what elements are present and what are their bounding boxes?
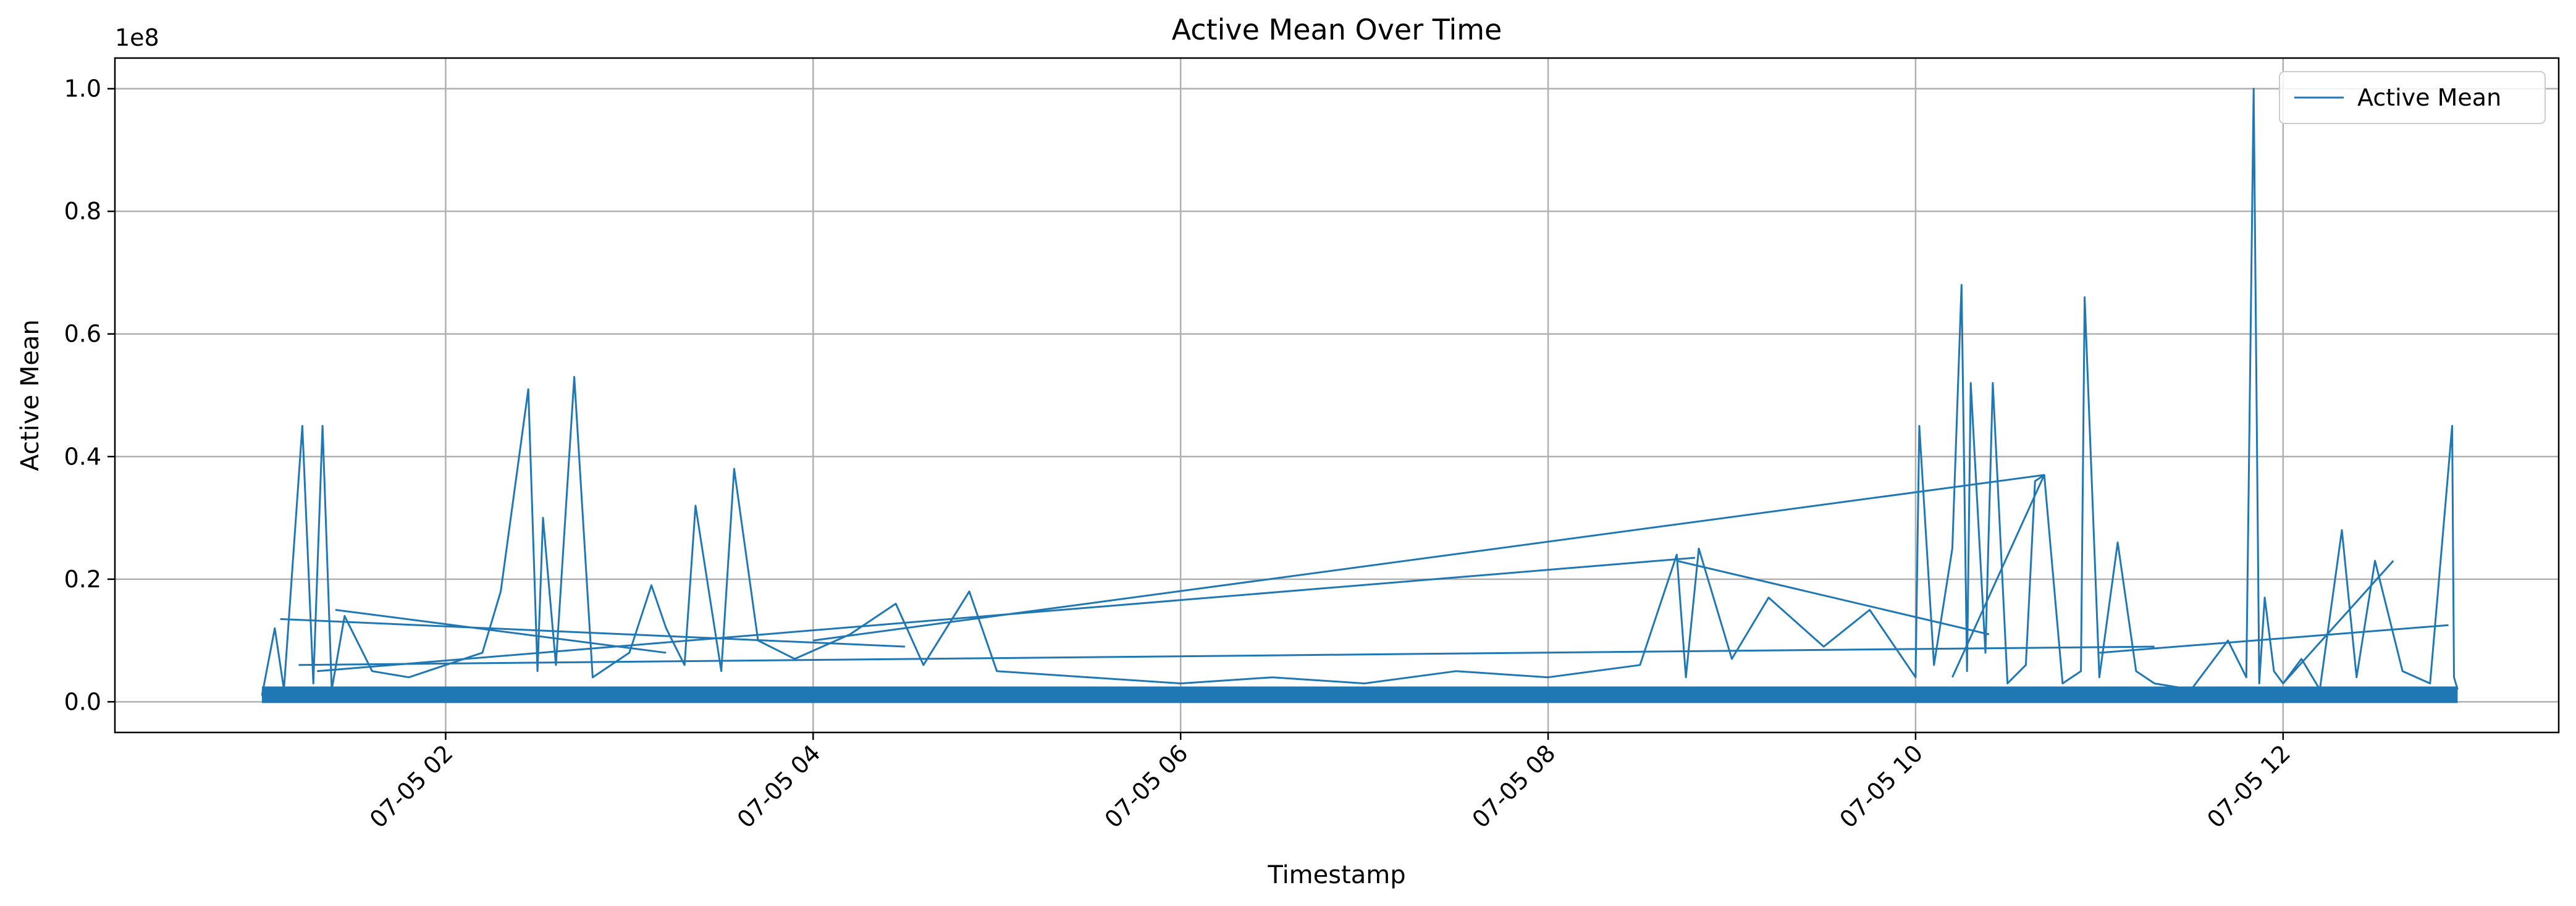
y-tick-label: 0.6 <box>64 321 101 348</box>
series-segment <box>1676 560 1990 635</box>
grid-lines <box>115 58 2559 732</box>
y-tick-label: 0.4 <box>64 443 101 470</box>
series-segment <box>2099 624 2449 654</box>
legend: Active Mean <box>2279 71 2546 124</box>
series-segment <box>298 645 2155 666</box>
y-tick-label: 1.0 <box>64 75 101 103</box>
series-segment <box>2282 560 2394 684</box>
y-axis-multiplier: 1e8 <box>115 24 159 51</box>
chart-title: Active Mean Over Time <box>1172 13 1502 46</box>
series-segment <box>317 556 1696 673</box>
dense-baseline-band <box>261 686 2458 703</box>
legend-box <box>2279 71 2546 124</box>
data-band <box>261 686 2458 703</box>
x-tick-label: 07-05 08 <box>1467 739 1560 833</box>
plot-frame <box>114 57 2560 734</box>
y-tick-label: 0.2 <box>64 566 101 593</box>
series-lines <box>261 88 2459 696</box>
y-axis-label: Active Mean <box>16 319 44 471</box>
x-tick-label: 07-05 04 <box>732 739 826 833</box>
legend-label: Active Mean <box>2357 84 2501 111</box>
y-tick-label: 0.0 <box>64 688 101 715</box>
y-tick-label: 0.8 <box>64 198 101 225</box>
x-tick-label: 07-05 12 <box>2202 739 2296 833</box>
x-tick-label: 07-05 10 <box>1834 739 1928 833</box>
x-axis-label: Timestamp <box>1267 861 1405 889</box>
series-segment <box>1951 474 2045 678</box>
series-line-active-mean <box>261 88 2459 696</box>
series-segment <box>335 608 667 654</box>
x-tick-label: 07-05 02 <box>364 739 458 833</box>
series-segment <box>280 618 906 648</box>
x-tick-label: 07-05 06 <box>1100 739 1193 833</box>
axis-ticks: 07-05 02 07-05 04 07-05 06 07-05 08 07-05 10… <box>64 75 2296 834</box>
